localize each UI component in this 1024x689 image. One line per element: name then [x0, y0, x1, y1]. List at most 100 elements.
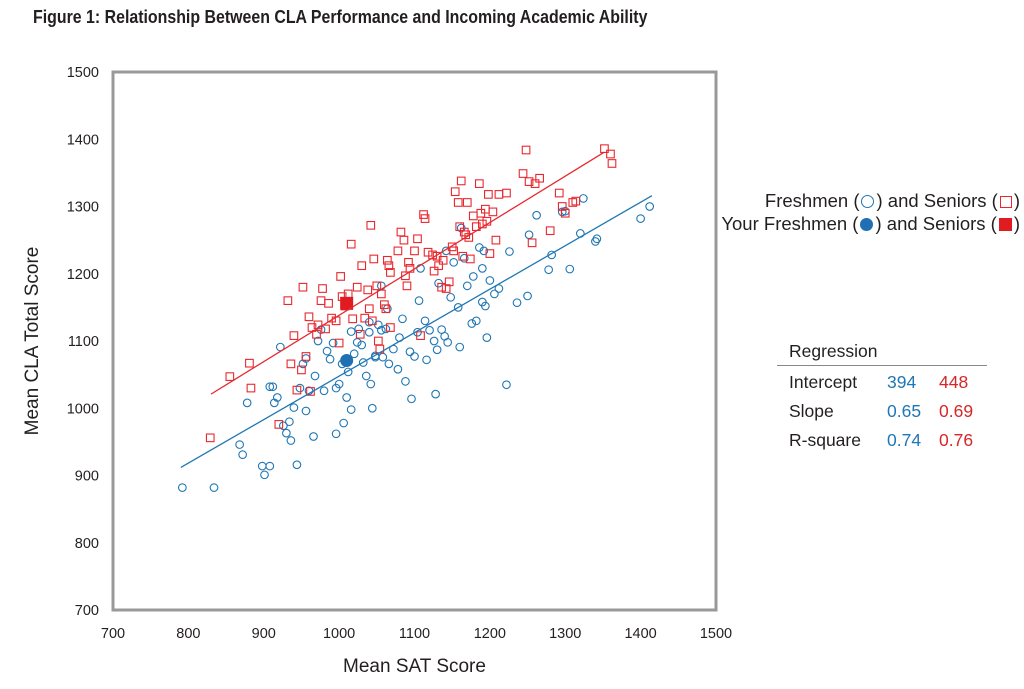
freshmen-point	[407, 394, 416, 404]
seniors-point	[402, 281, 412, 291]
seniors-point	[225, 372, 235, 381]
freshmen-point	[310, 371, 320, 381]
seniors-point	[246, 383, 256, 393]
freshmen-point	[289, 403, 299, 412]
freshmen-point	[455, 342, 465, 352]
seniors-point	[571, 196, 581, 206]
freshmen-value: 0.74	[887, 430, 922, 450]
freshmen-point	[295, 383, 305, 393]
freshmen-point	[334, 379, 344, 389]
seniors-point	[372, 281, 382, 291]
filled-square-icon	[998, 218, 1012, 231]
freshmen-point	[429, 336, 439, 346]
freshmen-point	[364, 327, 374, 337]
x-tick-label: 1300	[549, 626, 581, 642]
freshmen-point	[346, 327, 356, 336]
freshmen-point	[449, 257, 459, 267]
freshmen-point	[381, 324, 391, 334]
freshmen-point	[565, 264, 575, 274]
regression-row-slope: Slope 0.65 0.69	[789, 397, 973, 426]
seniors-point	[413, 234, 422, 244]
seniors-point	[568, 198, 578, 207]
freshmen-point	[494, 284, 504, 293]
freshmen-point	[502, 380, 511, 390]
y-tick-label: 1200	[67, 267, 99, 283]
freshmen-point	[477, 264, 487, 273]
freshmen-point	[301, 406, 311, 416]
freshmen-point	[292, 460, 302, 470]
seniors-point	[484, 190, 493, 199]
seniors-point	[292, 385, 302, 395]
seniors-point	[274, 420, 284, 429]
seniors-point	[438, 255, 448, 265]
seniors-point	[355, 329, 365, 339]
your-freshmen-point	[340, 354, 354, 368]
freshmen-point	[410, 352, 419, 361]
seniors-point	[304, 312, 314, 322]
seniors-point	[453, 198, 463, 207]
seniors-point	[416, 331, 425, 340]
seniors-point	[410, 246, 419, 256]
freshmen-point	[265, 461, 275, 471]
legend-row-freshmen-seniors: Freshmen () and Seniors ()	[721, 189, 1020, 212]
seniors-value: 0.69	[939, 401, 974, 421]
y-tick-label: 1100	[68, 334, 99, 350]
seniors-point	[494, 190, 504, 199]
y-axis-label: Mean CLA Total Score	[22, 247, 43, 436]
freshmen-point	[235, 440, 244, 449]
legend-close-paren-2: )	[1013, 213, 1020, 234]
freshmen-point	[269, 398, 279, 408]
figure-title: Figure 1: Relationship Between CLA Perfo…	[33, 6, 648, 27]
seniors-point	[363, 285, 373, 295]
x-tick-label: 1000	[323, 626, 355, 642]
regression-line-freshmen	[180, 195, 653, 468]
freshmen-point	[313, 336, 323, 346]
seniors-point	[297, 365, 306, 375]
freshmen-point	[209, 483, 219, 492]
freshmen-point	[242, 398, 252, 408]
seniors-point	[383, 255, 392, 265]
freshmen-point	[592, 234, 602, 244]
freshmen-point	[322, 346, 332, 356]
seniors-point	[557, 202, 567, 211]
seniors-point	[369, 254, 379, 264]
x-tick-label: 1200	[474, 626, 506, 642]
seniors-point	[455, 222, 465, 232]
freshmen-point	[376, 281, 386, 291]
x-tick-label: 1100	[399, 626, 430, 642]
freshmen-point	[431, 389, 440, 399]
row-label: R-square	[789, 430, 861, 450]
seniors-point	[366, 220, 376, 230]
regression-row-rsquare: R-square 0.74 0.76	[789, 426, 973, 455]
freshmen-point	[342, 393, 352, 402]
freshmen-point	[414, 296, 424, 306]
seniors-point	[527, 238, 537, 248]
ticks-layer: 700 800 900 1000 1100 1200 1300 1400 1500 700 800 9…	[67, 65, 732, 642]
freshmen-point	[378, 352, 388, 362]
seniors-point	[502, 188, 511, 198]
freshmen-point	[257, 461, 267, 471]
freshmen-point	[459, 253, 469, 263]
y-tick-label: 900	[75, 469, 99, 485]
seniors-point	[381, 304, 391, 314]
seniors-point	[298, 282, 308, 292]
seniors-point	[434, 261, 443, 271]
seniors-point	[485, 249, 495, 258]
seniors-point	[334, 338, 344, 348]
freshmen-point	[238, 450, 247, 460]
x-tick-label: 800	[176, 626, 200, 642]
seniors-point	[357, 261, 367, 271]
freshmen-point	[393, 364, 403, 374]
seniors-point	[306, 387, 315, 396]
freshmen-point	[358, 358, 368, 367]
freshmen-point	[422, 355, 431, 365]
seniors-point	[450, 187, 460, 197]
freshmen-point	[490, 289, 499, 299]
freshmen-point	[468, 272, 478, 281]
freshmen-point	[260, 470, 269, 480]
filled-circle-icon	[860, 218, 874, 231]
seniors-point	[488, 207, 498, 217]
freshmen-point	[481, 301, 490, 311]
freshmen-point	[482, 333, 492, 342]
